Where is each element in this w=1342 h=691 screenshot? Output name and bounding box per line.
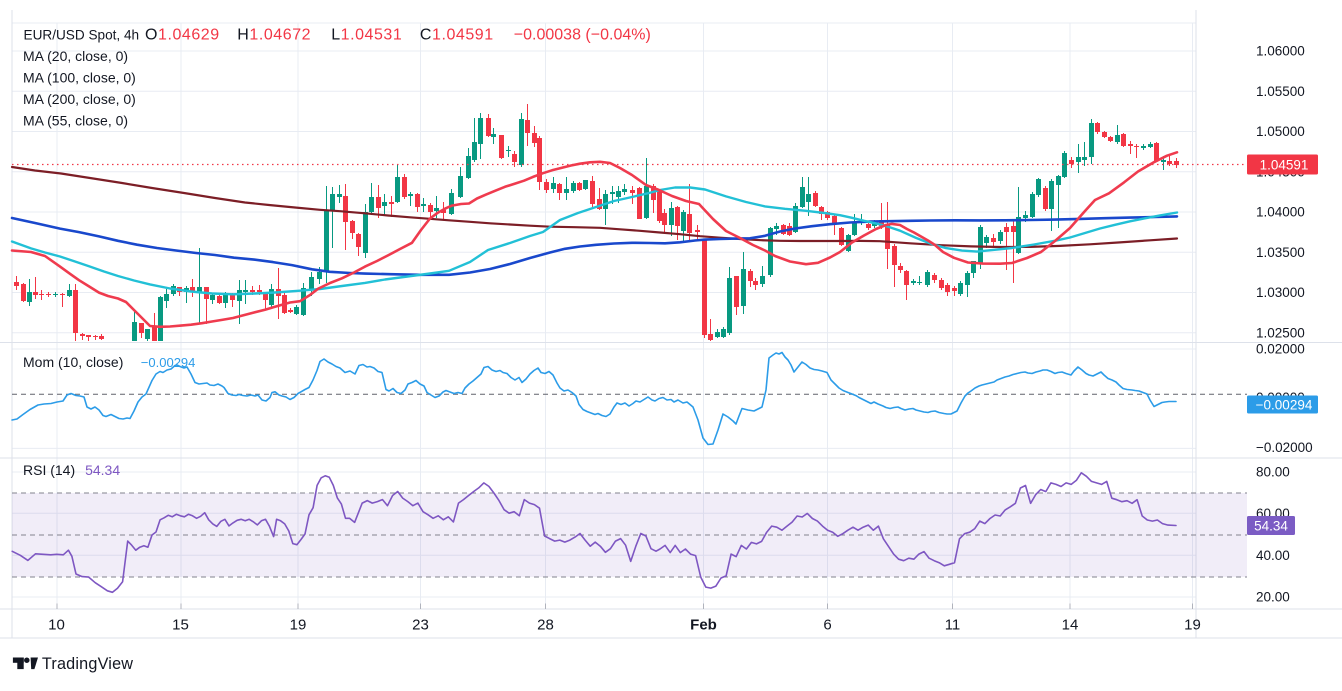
svg-text:54.34: 54.34 — [85, 462, 120, 478]
svg-text:−0.00294: −0.00294 — [1256, 397, 1313, 412]
svg-text:40.00: 40.00 — [1256, 548, 1290, 563]
svg-text:54.34: 54.34 — [1254, 519, 1288, 534]
svg-text:C1.04591: C1.04591 — [420, 27, 494, 44]
svg-text:−0.00294: −0.00294 — [141, 355, 196, 370]
svg-text:80.00: 80.00 — [1256, 465, 1290, 480]
svg-text:11: 11 — [945, 617, 961, 634]
svg-text:1.05500: 1.05500 — [1256, 84, 1305, 99]
svg-text:Mom (10, close): Mom (10, close) — [23, 354, 123, 370]
svg-text:20.00: 20.00 — [1256, 590, 1290, 605]
svg-text:1.03500: 1.03500 — [1256, 245, 1305, 260]
svg-text:MA (100, close, 0): MA (100, close, 0) — [23, 70, 136, 86]
svg-text:0.02000: 0.02000 — [1256, 342, 1305, 357]
svg-text:23: 23 — [412, 617, 429, 634]
svg-text:19: 19 — [1184, 617, 1201, 634]
svg-text:1.03000: 1.03000 — [1256, 285, 1305, 300]
svg-text:EUR/USD Spot, 4h: EUR/USD Spot, 4h — [24, 28, 140, 43]
svg-text:−0.02000: −0.02000 — [1256, 440, 1313, 455]
svg-text:28: 28 — [537, 617, 554, 634]
svg-text:Feb: Feb — [690, 617, 717, 634]
svg-text:RSI (14): RSI (14) — [23, 462, 75, 478]
svg-text:MA (20, close, 0): MA (20, close, 0) — [23, 48, 128, 64]
svg-text:MA (200, close, 0): MA (200, close, 0) — [23, 91, 136, 107]
svg-text:15: 15 — [172, 617, 189, 634]
svg-text:TradingView: TradingView — [42, 655, 133, 673]
svg-text:MA (55, close, 0): MA (55, close, 0) — [23, 113, 128, 129]
svg-text:19: 19 — [290, 617, 307, 634]
svg-text:6: 6 — [823, 617, 831, 634]
svg-text:−0.00038 (−0.04%): −0.00038 (−0.04%) — [514, 27, 651, 44]
svg-text:1.02500: 1.02500 — [1256, 325, 1305, 340]
svg-text:1.04000: 1.04000 — [1256, 205, 1305, 220]
svg-text:10: 10 — [48, 617, 65, 634]
svg-text:1.05000: 1.05000 — [1256, 124, 1305, 139]
svg-text:L1.04531: L1.04531 — [331, 27, 402, 44]
svg-text:O1.04629: O1.04629 — [145, 27, 220, 44]
svg-text:H1.04672: H1.04672 — [237, 27, 311, 44]
svg-text:1.06000: 1.06000 — [1256, 44, 1305, 59]
svg-text:1.04591: 1.04591 — [1260, 157, 1309, 172]
svg-text:14: 14 — [1062, 617, 1079, 634]
